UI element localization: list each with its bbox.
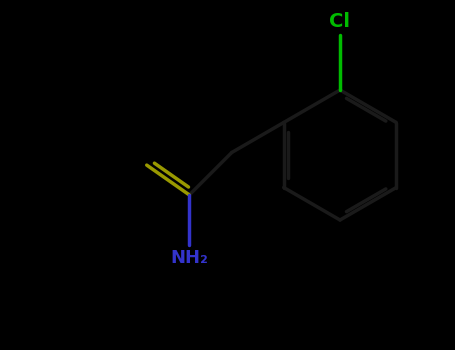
- Text: Cl: Cl: [329, 12, 350, 31]
- Text: NH₂: NH₂: [170, 249, 208, 267]
